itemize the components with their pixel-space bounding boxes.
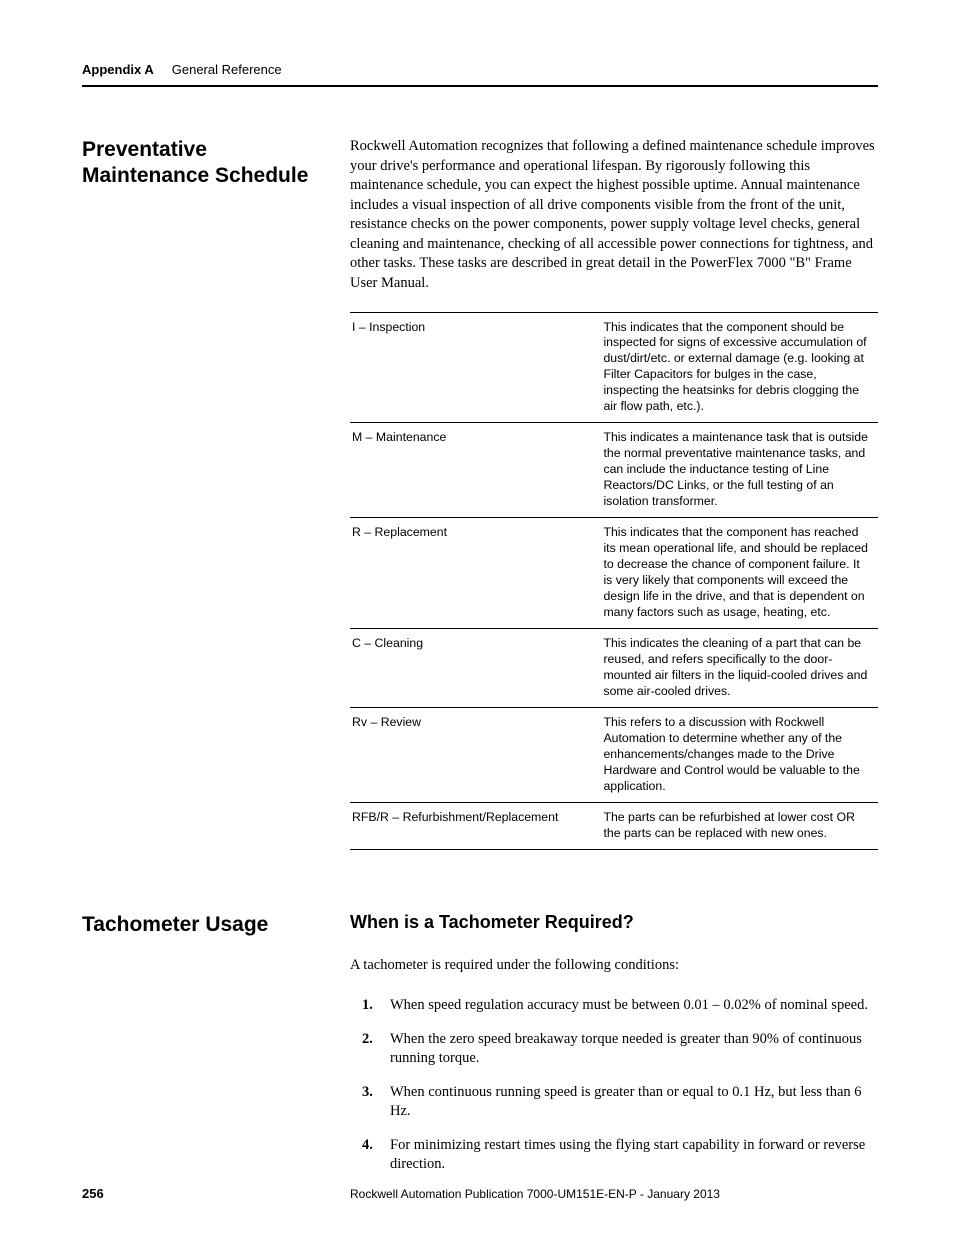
appendix-label: Appendix A xyxy=(82,62,154,77)
desc-cell: This indicates a maintenance task that i… xyxy=(603,423,878,518)
list-number: 2. xyxy=(362,1030,373,1050)
section-heading-column: Tachometer Usage xyxy=(82,912,350,938)
list-item: 2.When the zero speed breakaway torque n… xyxy=(390,1030,878,1069)
page-header: Appendix A General Reference xyxy=(82,62,878,87)
table-row: C – CleaningThis indicates the cleaning … xyxy=(350,629,878,708)
section-heading-column: Preventative Maintenance Schedule xyxy=(82,137,350,190)
section-body-column: Rockwell Automation recognizes that foll… xyxy=(350,137,878,850)
intro-text: A tachometer is required under the follo… xyxy=(350,957,878,974)
code-cell: RFB/R – Refurbishment/Replacement xyxy=(350,803,603,850)
section-subheading: When is a Tachometer Required? xyxy=(350,912,878,933)
list-text: For minimizing restart times using the f… xyxy=(390,1137,865,1173)
section-body-text: Rockwell Automation recognizes that foll… xyxy=(350,137,878,294)
list-number: 4. xyxy=(362,1136,373,1156)
section-heading: Preventative Maintenance Schedule xyxy=(82,137,332,190)
desc-cell: The parts can be refurbished at lower co… xyxy=(603,803,878,850)
list-item: 3.When continuous running speed is great… xyxy=(390,1083,878,1122)
list-text: When speed regulation accuracy must be b… xyxy=(390,997,868,1013)
list-item: 1.When speed regulation accuracy must be… xyxy=(390,996,878,1016)
conditions-list: 1. When speed regulation accuracy must be… xyxy=(350,996,878,1175)
desc-cell: This indicates the cleaning of a part th… xyxy=(603,629,878,708)
list-text: When the zero speed breakaway torque nee… xyxy=(390,1031,862,1067)
page-footer: 256 Rockwell Automation Publication 7000… xyxy=(82,1186,878,1201)
code-cell: M – Maintenance xyxy=(350,423,603,518)
desc-cell: This indicates that the component has re… xyxy=(603,518,878,629)
chapter-title: General Reference xyxy=(172,62,282,77)
table-row: I – InspectionThis indicates that the co… xyxy=(350,312,878,423)
section-preventative-maintenance: Preventative Maintenance Schedule Rockwe… xyxy=(82,137,878,850)
table-row: M – MaintenanceThis indicates a maintena… xyxy=(350,423,878,518)
code-cell: C – Cleaning xyxy=(350,629,603,708)
section-body-column: When is a Tachometer Required? A tachome… xyxy=(350,912,878,1189)
publication-line: Rockwell Automation Publication 7000-UM1… xyxy=(350,1187,720,1201)
table-row: Rv – ReviewThis refers to a discussion w… xyxy=(350,708,878,803)
list-text: When continuous running speed is greater… xyxy=(390,1084,862,1120)
code-cell: R – Replacement xyxy=(350,518,603,629)
desc-cell: This refers to a discussion with Rockwel… xyxy=(603,708,878,803)
code-cell: I – Inspection xyxy=(350,312,603,423)
list-item: 4.For minimizing restart times using the… xyxy=(390,1136,878,1175)
desc-cell: This indicates that the component should… xyxy=(603,312,878,423)
code-cell: Rv – Review xyxy=(350,708,603,803)
page-number: 256 xyxy=(82,1186,350,1201)
section-tachometer-usage: Tachometer Usage When is a Tachometer Re… xyxy=(82,912,878,1189)
section-heading: Tachometer Usage xyxy=(82,912,332,938)
maintenance-codes-table: I – InspectionThis indicates that the co… xyxy=(350,312,878,851)
list-number: 1. xyxy=(362,996,373,1016)
list-number: 3. xyxy=(362,1083,373,1103)
table-row: RFB/R – Refurbishment/ReplacementThe par… xyxy=(350,803,878,850)
table-row: R – ReplacementThis indicates that the c… xyxy=(350,518,878,629)
